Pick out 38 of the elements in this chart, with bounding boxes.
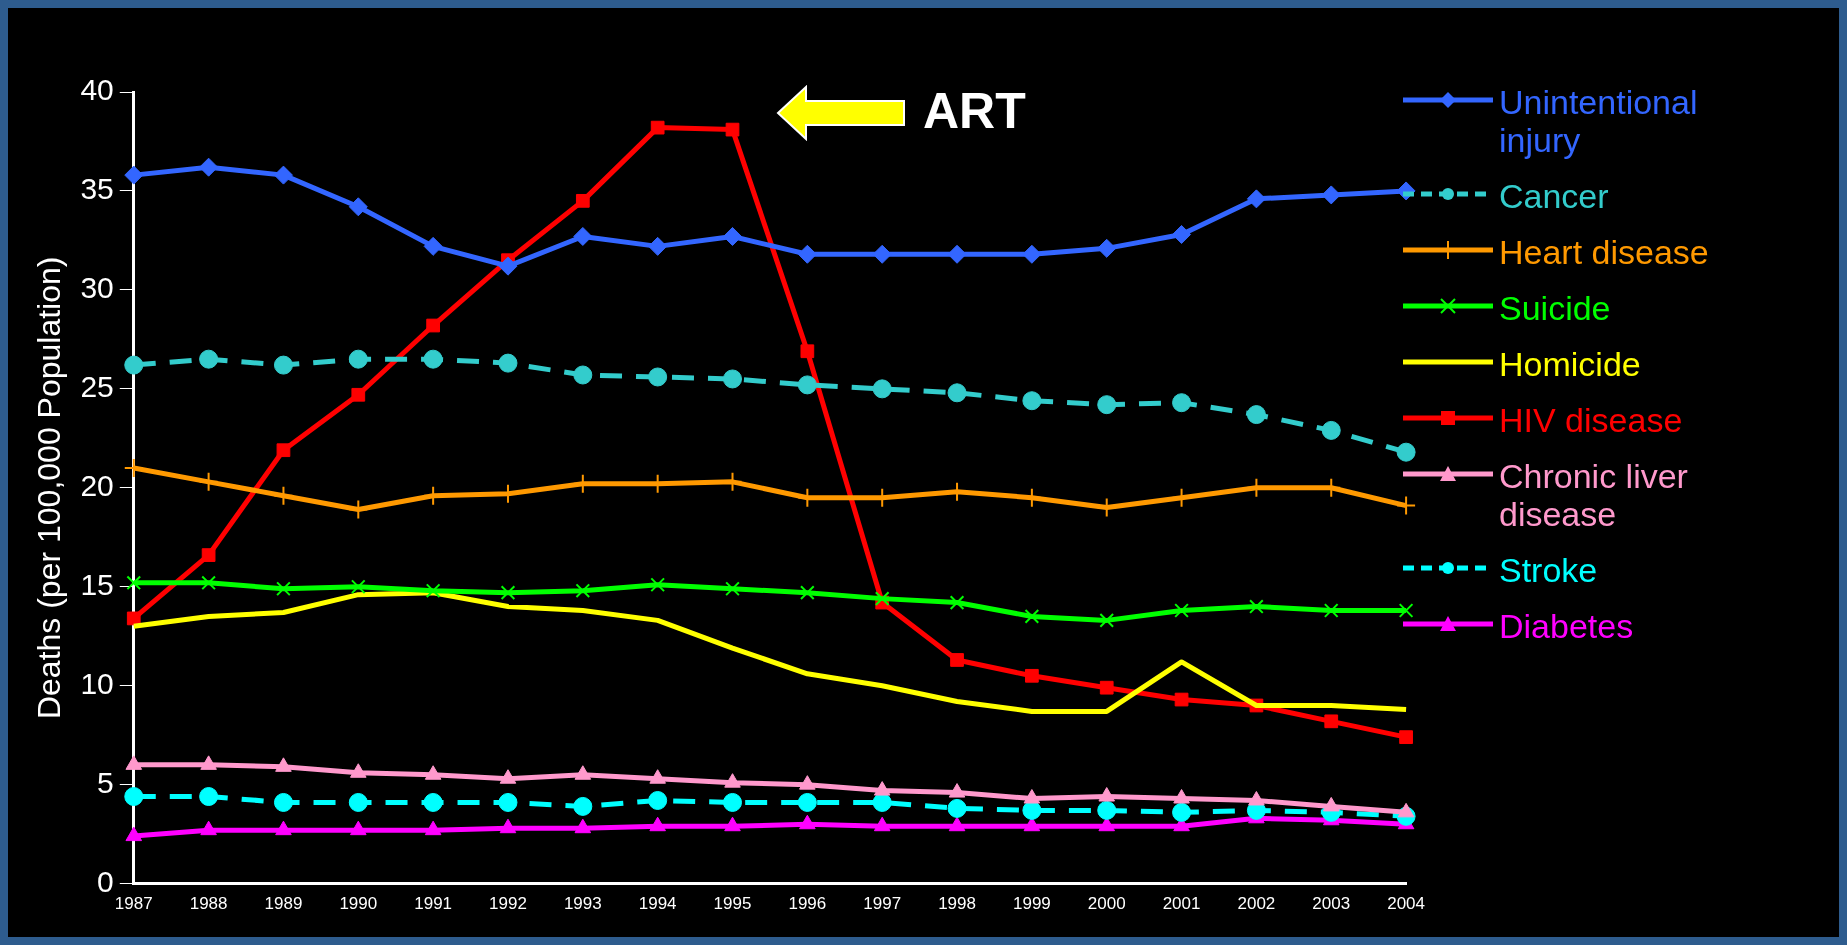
y-axis-title: Deaths (per 100,000 Population) bbox=[31, 256, 68, 720]
y-tick-label: 25 bbox=[80, 370, 114, 404]
x-tick-label: 1996 bbox=[788, 894, 827, 914]
x-tick-label: 2000 bbox=[1087, 894, 1126, 914]
x-tick-label: 1990 bbox=[339, 894, 378, 914]
x-tick-label: 1995 bbox=[713, 894, 752, 914]
x-tick-label: 1992 bbox=[489, 894, 527, 914]
legend-label: Homicide bbox=[1499, 345, 1642, 383]
x-tick-label: 1988 bbox=[189, 894, 228, 914]
x-tick-label: 1989 bbox=[264, 894, 303, 914]
x-tick-label: 1998 bbox=[938, 894, 976, 914]
x-tick-label: 1991 bbox=[414, 894, 453, 914]
y-tick-label: 10 bbox=[80, 666, 114, 700]
x-tick-label: 2004 bbox=[1387, 894, 1425, 914]
x-tick-label: 2002 bbox=[1237, 894, 1276, 914]
x-tick-label: 1993 bbox=[563, 894, 602, 914]
legend-label: Diabetes bbox=[1499, 607, 1635, 645]
legend-label: Chronic liver disease bbox=[1499, 457, 1689, 533]
y-tick-label: 35 bbox=[80, 172, 114, 206]
legend-label: Stroke bbox=[1499, 551, 1599, 589]
legend-label: Suicide bbox=[1499, 289, 1612, 327]
y-tick-label: 20 bbox=[80, 469, 114, 503]
legend-label: Unintentional injury bbox=[1499, 83, 1699, 159]
x-tick-label: 1987 bbox=[114, 894, 153, 914]
x-tick-label: 2001 bbox=[1162, 894, 1201, 914]
x-tick-label: 1997 bbox=[863, 894, 902, 914]
y-tick-label: 30 bbox=[80, 271, 114, 305]
legend-label: Cancer bbox=[1499, 177, 1610, 215]
x-tick-label: 1994 bbox=[638, 894, 677, 914]
y-tick-label: 0 bbox=[97, 864, 114, 898]
legend-label: Heart disease bbox=[1499, 233, 1710, 271]
legend-label: HIV disease bbox=[1499, 401, 1684, 439]
x-tick-label: 1999 bbox=[1012, 894, 1051, 914]
y-tick-label: 5 bbox=[97, 765, 114, 799]
y-tick-label: 15 bbox=[80, 568, 114, 602]
annotation: ART bbox=[923, 82, 1026, 141]
x-tick-label: 2003 bbox=[1312, 894, 1351, 914]
y-tick-label: 40 bbox=[80, 73, 114, 107]
